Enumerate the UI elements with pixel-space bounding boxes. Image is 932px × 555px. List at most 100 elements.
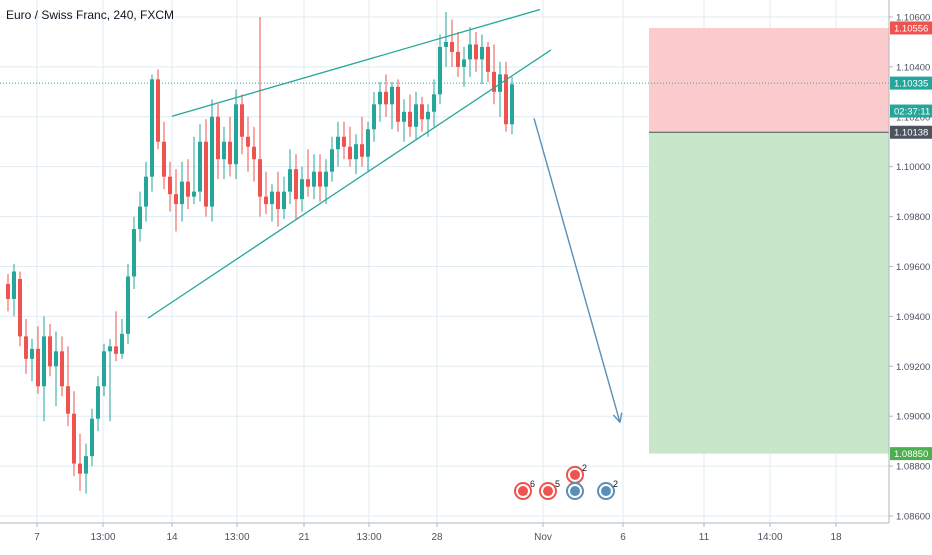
stop-loss-zone[interactable] — [649, 27, 889, 133]
candle-body[interactable] — [6, 283, 10, 299]
candle-body[interactable] — [108, 346, 112, 352]
candle-body[interactable] — [468, 44, 472, 60]
candle-body[interactable] — [252, 146, 256, 160]
candle-body[interactable] — [72, 413, 76, 464]
candle-body[interactable] — [444, 41, 448, 47]
candle-body[interactable] — [216, 116, 220, 160]
candle-body[interactable] — [282, 191, 286, 210]
candle-body[interactable] — [60, 351, 64, 387]
candle-body[interactable] — [120, 333, 124, 354]
candle-body[interactable] — [264, 196, 268, 205]
candle-body[interactable] — [330, 149, 334, 172]
candle-body[interactable] — [288, 169, 292, 192]
candle-body[interactable] — [18, 278, 22, 337]
candle-body[interactable] — [318, 171, 322, 187]
candle-body[interactable] — [24, 336, 28, 359]
candle-body[interactable] — [234, 104, 238, 165]
candle-body[interactable] — [390, 86, 394, 105]
candle-body[interactable] — [210, 116, 214, 207]
candle-body[interactable] — [438, 46, 442, 95]
candle-body[interactable] — [372, 104, 376, 130]
candle-body[interactable] — [102, 351, 106, 387]
candle-body[interactable] — [204, 141, 208, 207]
candle-body[interactable] — [426, 111, 430, 120]
candle-body[interactable] — [126, 276, 130, 334]
candle-body[interactable] — [360, 144, 364, 157]
upper-trendline[interactable] — [171, 8, 541, 117]
candle-body[interactable] — [348, 146, 352, 160]
candle-body[interactable] — [114, 346, 118, 354]
price-tick-label: 1.10600 — [896, 12, 930, 23]
candle-body[interactable] — [180, 181, 184, 205]
candle-body[interactable] — [462, 59, 466, 67]
candle-body[interactable] — [324, 171, 328, 187]
time-tick-label: Nov — [534, 532, 552, 543]
price-label-text: 02:37:11 — [894, 107, 930, 118]
arrowhead-stroke — [612, 414, 621, 423]
candle-body[interactable] — [300, 179, 304, 200]
candle-body[interactable] — [30, 348, 34, 359]
candle-body[interactable] — [90, 418, 94, 457]
candle-body[interactable] — [186, 181, 190, 197]
candle-body[interactable] — [492, 71, 496, 92]
candle-body[interactable] — [132, 229, 136, 277]
candle-body[interactable] — [396, 86, 400, 122]
candle-body[interactable] — [414, 104, 418, 127]
candle-body[interactable] — [240, 104, 244, 137]
event-count: 6 — [530, 479, 535, 489]
candle-body[interactable] — [198, 141, 202, 192]
candle-body[interactable] — [402, 111, 406, 122]
candle-body[interactable] — [408, 111, 412, 127]
candle-body[interactable] — [12, 271, 16, 299]
candle-body[interactable] — [54, 351, 58, 367]
candle-body[interactable] — [474, 44, 478, 60]
candle-body[interactable] — [192, 191, 196, 197]
take-profit-zone[interactable] — [649, 132, 889, 454]
candle-body[interactable] — [270, 191, 274, 205]
candle-body[interactable] — [42, 336, 46, 387]
candle-body[interactable] — [486, 46, 490, 72]
candle-body[interactable] — [48, 336, 52, 367]
candle-body[interactable] — [36, 348, 40, 387]
event-count: 2 — [613, 479, 618, 489]
candle-body[interactable] — [510, 84, 514, 125]
candle-body[interactable] — [312, 171, 316, 187]
candle-body[interactable] — [366, 129, 370, 157]
candle-body[interactable] — [84, 456, 88, 474]
time-axis[interactable] — [0, 523, 932, 550]
candle-body[interactable] — [450, 41, 454, 52]
candle-body[interactable] — [78, 463, 82, 474]
candle-body[interactable] — [420, 104, 424, 120]
candle-body[interactable] — [174, 194, 178, 205]
candle-body[interactable] — [354, 144, 358, 160]
candle-body[interactable] — [276, 191, 280, 210]
candle-body[interactable] — [138, 206, 142, 230]
candle-body[interactable] — [378, 91, 382, 105]
candle-body[interactable] — [504, 74, 508, 125]
candle-body[interactable] — [222, 141, 226, 160]
candle-body[interactable] — [342, 136, 346, 147]
candle-body[interactable] — [336, 136, 340, 150]
candle-body[interactable] — [384, 91, 388, 105]
candle-body[interactable] — [66, 386, 70, 414]
candle-body[interactable] — [246, 136, 250, 147]
time-tick-label: 13:00 — [224, 532, 249, 543]
candle-body[interactable] — [480, 46, 484, 60]
candle-body[interactable] — [156, 79, 160, 142]
lower-trendline[interactable] — [147, 49, 552, 319]
forecast-arrow[interactable] — [533, 118, 621, 423]
candle-body[interactable] — [150, 79, 154, 177]
price-label-tag — [890, 104, 932, 118]
candle-body[interactable] — [306, 179, 310, 187]
candle-body[interactable] — [432, 94, 436, 112]
candle-body[interactable] — [162, 141, 166, 177]
candle-body[interactable] — [228, 141, 232, 165]
candle-body[interactable] — [258, 159, 262, 197]
candle-body[interactable] — [294, 169, 298, 200]
candle-body[interactable] — [96, 386, 100, 419]
candle-body[interactable] — [144, 176, 148, 207]
candle-body[interactable] — [168, 176, 172, 195]
candle-body[interactable] — [456, 51, 460, 67]
